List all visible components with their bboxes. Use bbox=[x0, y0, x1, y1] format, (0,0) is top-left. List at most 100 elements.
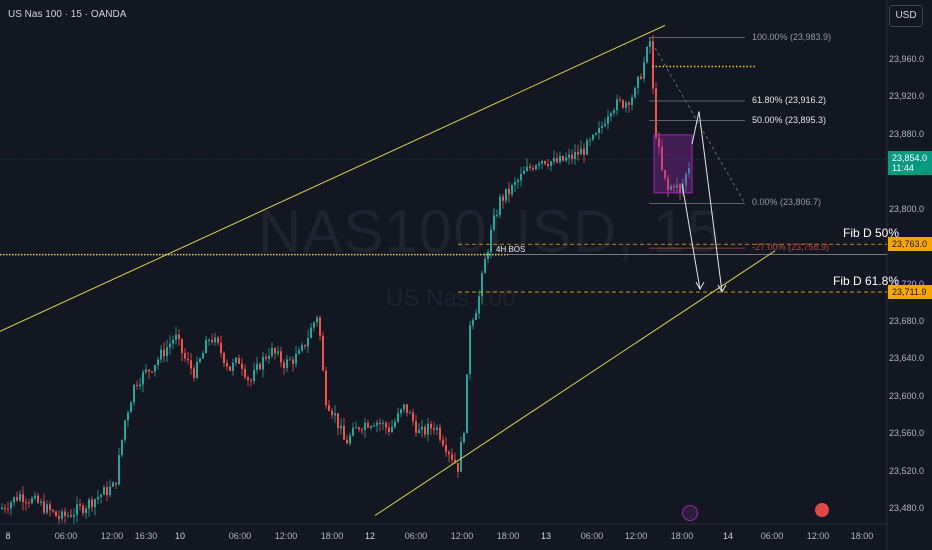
watermark-name: US Nas 100 bbox=[386, 285, 516, 312]
candle-body bbox=[361, 429, 363, 431]
candle-body bbox=[253, 370, 255, 381]
projection-path-left bbox=[681, 183, 701, 290]
candle-body bbox=[46, 504, 48, 513]
candle-body bbox=[358, 427, 360, 430]
candle-body bbox=[193, 368, 195, 378]
candle-body bbox=[67, 515, 69, 517]
candle-body bbox=[316, 317, 318, 323]
candle-body bbox=[445, 445, 447, 452]
candle-body bbox=[16, 497, 18, 501]
candle-body bbox=[538, 163, 540, 166]
time-tick-label: 12:00 bbox=[274, 531, 298, 541]
projection-path-right bbox=[691, 111, 723, 293]
flag-us-icon[interactable] bbox=[815, 503, 829, 517]
candle-body bbox=[118, 455, 120, 485]
candle-body bbox=[388, 427, 390, 433]
candle-body bbox=[655, 88, 657, 138]
candle-body bbox=[262, 356, 264, 370]
candle-body bbox=[244, 368, 246, 378]
time-tick-label: 18:00 bbox=[320, 531, 344, 541]
candle-body bbox=[328, 405, 330, 411]
lightning-icon[interactable] bbox=[682, 505, 698, 521]
candle-body bbox=[526, 166, 528, 172]
candle-body bbox=[55, 511, 57, 517]
candle-body bbox=[535, 165, 537, 170]
candle-body bbox=[58, 516, 60, 519]
candle-body bbox=[490, 229, 492, 252]
candle-body bbox=[559, 155, 561, 163]
candle-body bbox=[340, 425, 342, 429]
candle-body bbox=[610, 112, 612, 117]
fib-trend-line bbox=[648, 37, 746, 204]
candle-body bbox=[25, 502, 27, 504]
candle-body bbox=[460, 442, 462, 472]
candle-body bbox=[457, 463, 459, 472]
candle-body bbox=[394, 421, 396, 427]
candle-body bbox=[202, 353, 204, 359]
candle-body bbox=[40, 501, 42, 503]
candle-body bbox=[13, 497, 15, 503]
candle-body bbox=[430, 423, 432, 429]
candle-body bbox=[208, 339, 210, 341]
candle-body bbox=[28, 502, 30, 504]
candle-body bbox=[574, 151, 576, 159]
arrowhead-left bbox=[695, 281, 705, 291]
candle-body bbox=[613, 110, 615, 113]
candle-body bbox=[586, 140, 588, 155]
candle-body bbox=[448, 451, 450, 455]
candle-body bbox=[646, 47, 648, 63]
candle-body bbox=[265, 356, 267, 359]
candle-body bbox=[196, 361, 198, 378]
candle-body bbox=[181, 338, 183, 354]
currency-button[interactable]: USD bbox=[889, 5, 923, 27]
candle-body bbox=[685, 173, 687, 186]
fib-d-50-price-tag: 23,763.0 bbox=[888, 237, 932, 252]
candle-body bbox=[199, 358, 201, 362]
candle-body bbox=[484, 258, 486, 274]
candle-body bbox=[142, 372, 144, 385]
candle-body bbox=[487, 251, 489, 259]
candle-body bbox=[166, 347, 168, 357]
candle-body bbox=[112, 482, 114, 487]
candle-body bbox=[52, 509, 54, 512]
candle-body bbox=[106, 487, 108, 496]
candle-body bbox=[658, 137, 660, 147]
candle-body bbox=[601, 125, 603, 128]
candle-body bbox=[97, 496, 99, 500]
candle-body bbox=[7, 508, 9, 510]
candle-body bbox=[256, 363, 258, 371]
fib-label-minus-27: -27.00% (23,758.9) bbox=[752, 242, 830, 253]
candle-body bbox=[187, 358, 189, 361]
candle-body bbox=[61, 511, 63, 519]
candle-body bbox=[607, 116, 609, 124]
price-tick-label: 23,480.0 bbox=[888, 503, 924, 513]
candle-body bbox=[442, 439, 444, 446]
candle-body bbox=[433, 428, 435, 430]
candle-body bbox=[175, 334, 177, 340]
candle-body bbox=[124, 420, 126, 440]
symbol-title[interactable]: US Nas 100 · 15 · OANDA bbox=[8, 9, 127, 20]
price-tick-label: 23,640.0 bbox=[888, 353, 924, 364]
candle-body bbox=[343, 425, 345, 440]
candle-body bbox=[19, 494, 21, 501]
bar-countdown: 11:44 bbox=[892, 163, 914, 174]
candle-body bbox=[307, 337, 309, 347]
candle-body bbox=[313, 322, 315, 328]
candle-body bbox=[463, 433, 465, 443]
time-tick-label: 10 bbox=[174, 531, 186, 541]
time-tick-label: 12:00 bbox=[806, 531, 830, 541]
candle-body bbox=[514, 182, 516, 186]
candle-body bbox=[130, 402, 132, 413]
candle-body bbox=[403, 404, 405, 410]
candle-body bbox=[232, 362, 234, 371]
candle-body bbox=[502, 196, 504, 201]
candle-body bbox=[550, 161, 552, 167]
candle-body bbox=[577, 151, 579, 155]
price-tick-label: 23,680.0 bbox=[888, 315, 924, 326]
candle-body bbox=[331, 410, 333, 416]
candle-body bbox=[229, 366, 231, 371]
candle-body bbox=[205, 339, 207, 354]
candle-body bbox=[532, 167, 534, 170]
